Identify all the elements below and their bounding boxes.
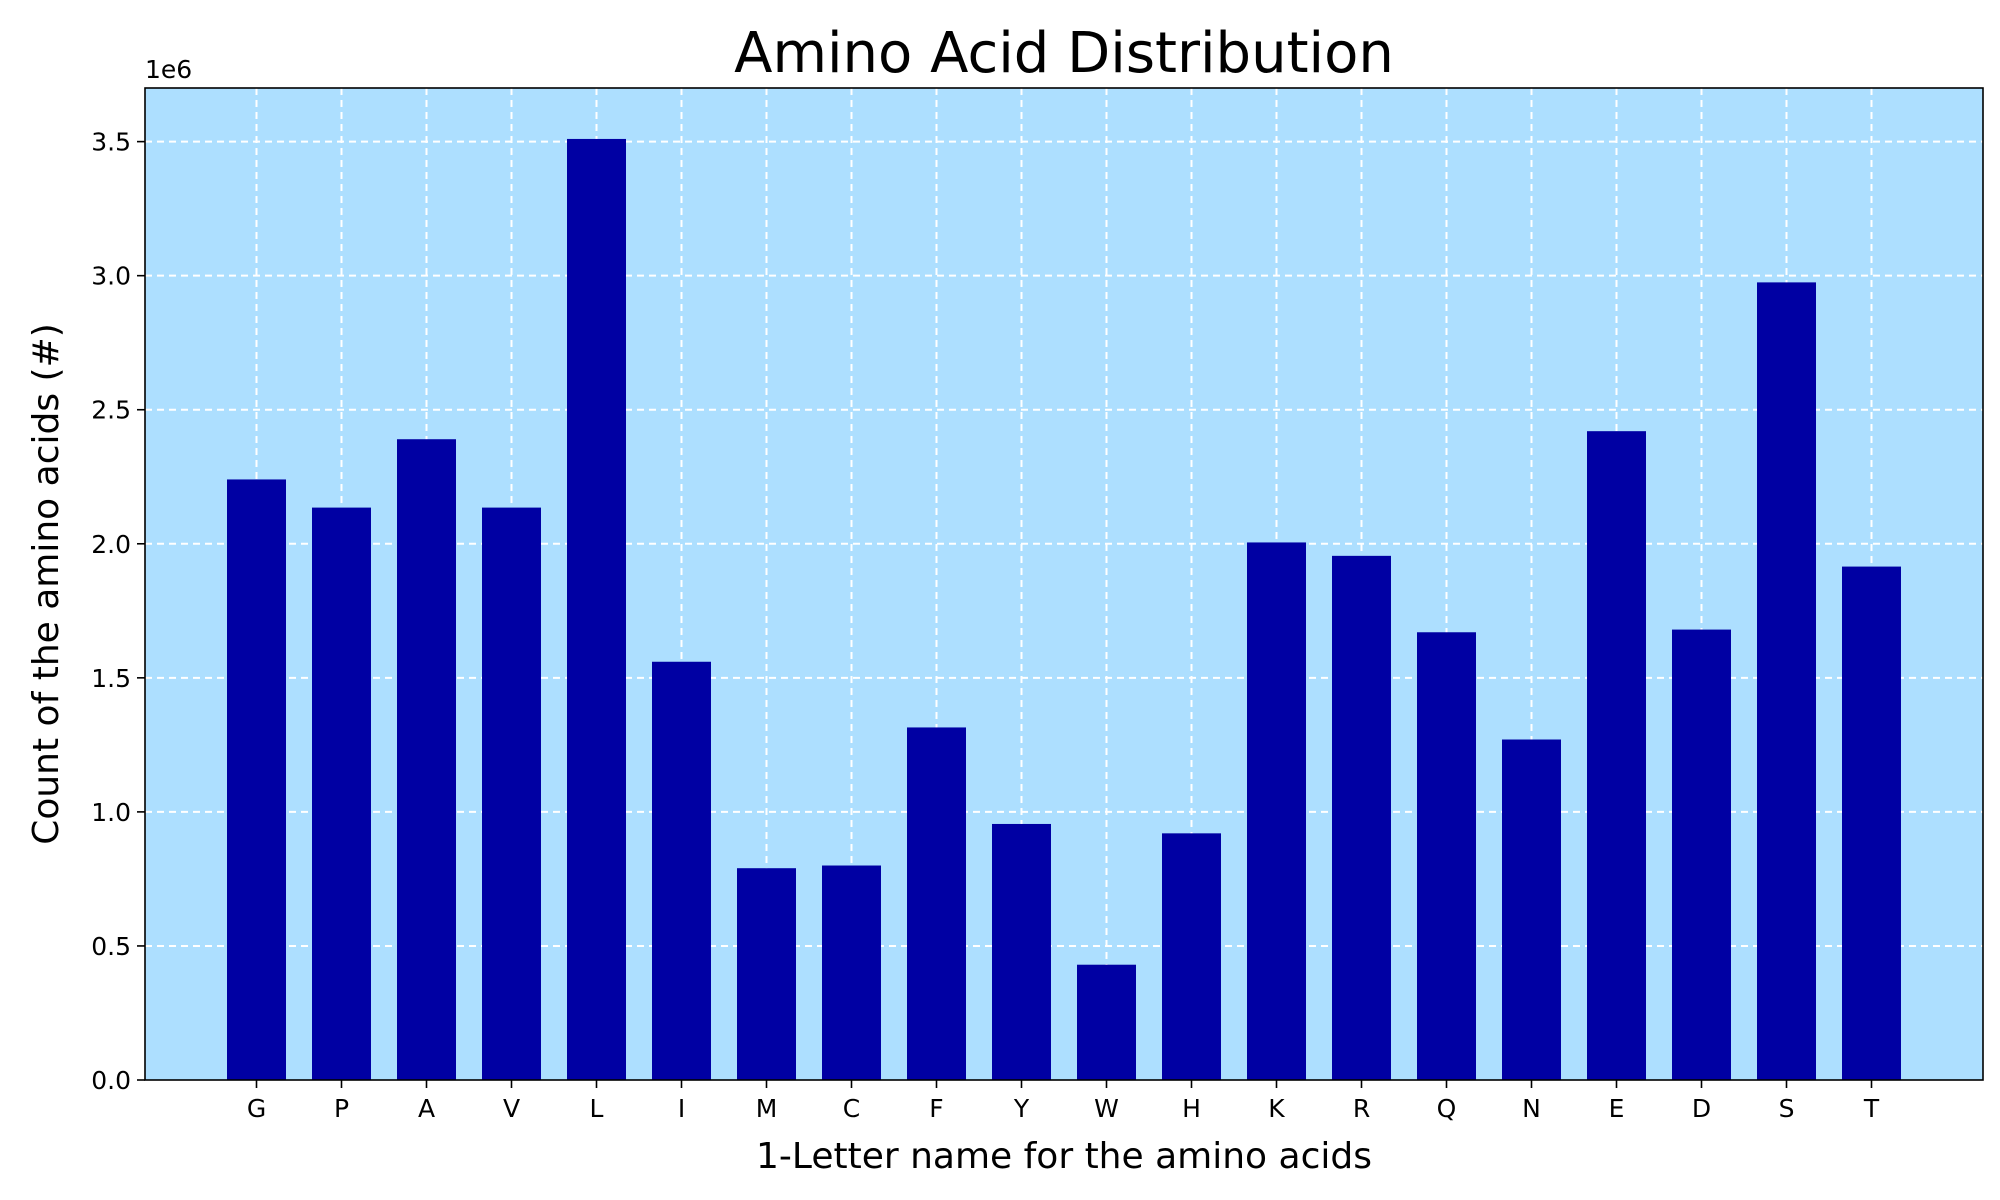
x-tick-label: D (1692, 1094, 1711, 1123)
bar-G (227, 479, 286, 1080)
x-tick-label: C (843, 1094, 860, 1123)
y-tick-label: 3.0 (91, 262, 131, 291)
bars (227, 138, 1901, 1081)
x-tick-label: F (929, 1094, 943, 1123)
y-tick-label: 2.5 (91, 396, 131, 425)
bar-R (1332, 555, 1391, 1080)
x-tick-label: I (678, 1094, 685, 1123)
x-tick-label: N (1522, 1094, 1541, 1123)
bar-C (822, 865, 881, 1080)
bar-M (737, 868, 796, 1080)
x-tick-label: L (590, 1094, 604, 1123)
x-tick-label: R (1353, 1094, 1370, 1123)
x-tick-label: V (503, 1094, 520, 1123)
bar-D (1672, 629, 1731, 1080)
y-tick-label: 1.5 (91, 664, 131, 693)
x-tick-label: Q (1437, 1094, 1457, 1123)
x-tick-label: T (1863, 1094, 1880, 1123)
x-tick-label: W (1094, 1094, 1119, 1123)
bar-A (397, 439, 456, 1080)
bar-T (1842, 566, 1901, 1080)
bar-Q (1417, 632, 1476, 1080)
y-tick-label: 0.0 (91, 1066, 131, 1095)
chart-title: Amino Acid Distribution (734, 21, 1394, 86)
y-tick-label: 0.5 (91, 932, 131, 961)
y-axis-offset-label: 1e6 (145, 55, 192, 84)
bar-V (482, 507, 541, 1080)
x-tick-label: G (247, 1094, 266, 1123)
x-tick-label: K (1268, 1094, 1285, 1123)
x-tick-label: M (756, 1094, 778, 1123)
y-axis-label: Count of the amino acids (#) (26, 323, 67, 845)
bar-N (1502, 739, 1561, 1080)
bar-Y (992, 823, 1051, 1080)
x-tick-label: A (418, 1094, 435, 1123)
bar-W (1077, 964, 1136, 1080)
bar-S (1757, 282, 1816, 1080)
plot-frame (144, 87, 1984, 1081)
x-axis-label: 1-Letter name for the amino acids (756, 1136, 1372, 1177)
y-tick-label: 2.0 (91, 530, 131, 559)
bar-I (652, 661, 711, 1080)
bar-K (1247, 542, 1306, 1080)
y-tick-label: 3.5 (91, 128, 131, 157)
bar-F (907, 727, 966, 1080)
x-tick-label: P (334, 1094, 349, 1123)
x-tick-label: Y (1013, 1094, 1030, 1123)
y-tick-label: 1.0 (91, 798, 131, 827)
bar-L (567, 138, 626, 1080)
bar-E (1587, 431, 1646, 1081)
x-tick-label: E (1609, 1094, 1625, 1123)
x-tick-label: S (1779, 1094, 1795, 1123)
bar-H (1162, 833, 1221, 1080)
bar-P (312, 507, 371, 1080)
x-tick-label: H (1182, 1094, 1201, 1123)
y-axis-ticks: 0.0 0.5 1.0 1.5 2.0 2.5 3.0 3.5 (91, 128, 145, 1095)
